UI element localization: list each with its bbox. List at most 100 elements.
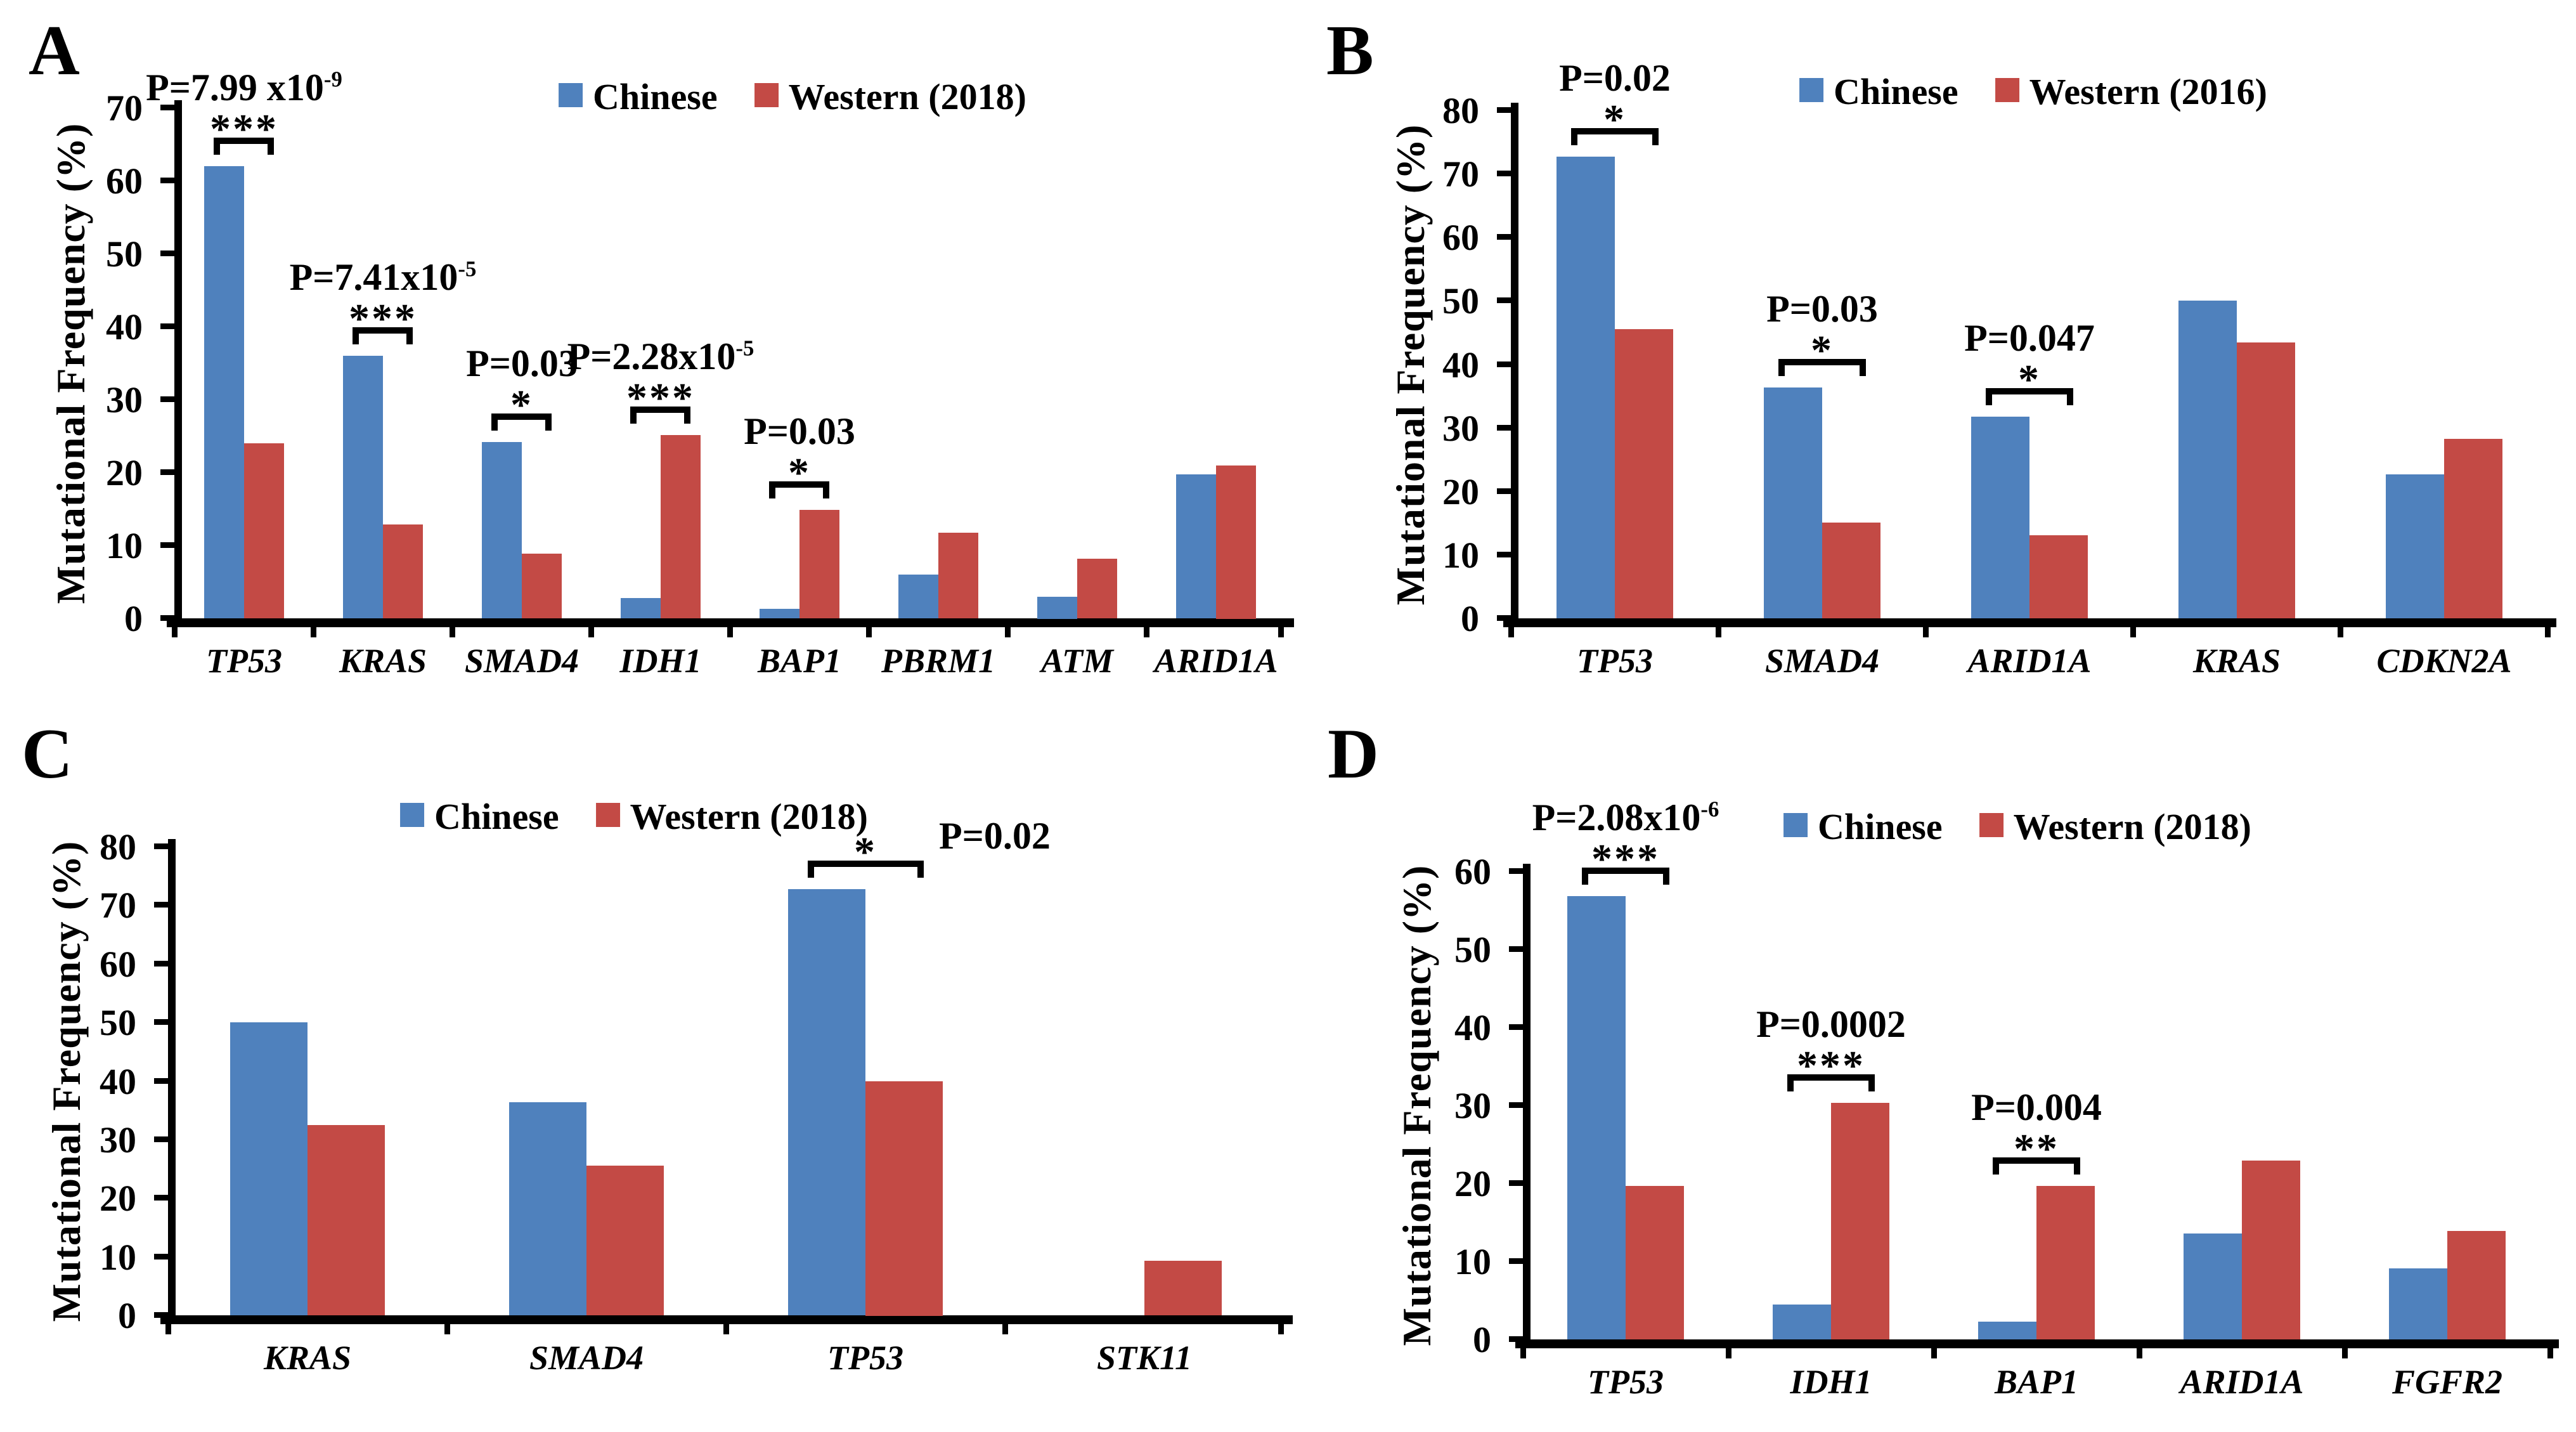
x-tick-mark — [2130, 627, 2136, 637]
legend-entry-chinese: Chinese — [559, 79, 718, 115]
x-category-label: STK11 — [1096, 1339, 1193, 1377]
p-value-label: P=2.28x10-5 — [375, 335, 946, 377]
bar-western-arid1a — [2242, 1161, 2300, 1339]
panel-letter: D — [1328, 715, 1379, 793]
bar-western-tp53 — [1615, 329, 1673, 618]
p-value-label: P=2.08x10-6 — [1340, 797, 1911, 838]
legend: Chinese Western (2018) — [1783, 809, 2251, 845]
p-value-label: P=0.047 — [1744, 317, 2315, 359]
p-value-base: P=2.08x10 — [1532, 797, 1701, 838]
significance-stars: * — [788, 450, 811, 496]
y-tick-mark — [160, 105, 174, 110]
p-value-base: P=7.99 x10 — [146, 67, 324, 108]
y-tick-mark — [154, 1195, 168, 1201]
bar-western-tp53 — [1626, 1186, 1684, 1339]
p-value-exponent: -5 — [458, 256, 477, 282]
y-axis — [1523, 864, 1531, 1339]
y-tick-mark — [160, 396, 174, 402]
bar-chinese-tp53 — [1557, 157, 1615, 618]
y-tick-label: 10 — [106, 525, 143, 566]
y-tick-label: 60 — [1442, 217, 1479, 258]
bar-western-stk11 — [1144, 1261, 1222, 1315]
x-tick-mark — [2342, 1348, 2348, 1358]
y-axis — [168, 839, 176, 1315]
x-tick-mark — [1716, 627, 1721, 637]
y-tick-mark — [1497, 552, 1511, 557]
x-category-label: BAP1 — [757, 642, 842, 680]
y-axis — [1511, 103, 1518, 618]
bar-chinese-idh1 — [621, 598, 661, 618]
x-category-label: ARID1A — [2180, 1363, 2304, 1401]
p-value-base: P=7.41x10 — [289, 256, 458, 298]
y-tick-mark — [1497, 171, 1511, 176]
x-category-label: SMAD4 — [464, 642, 579, 680]
x-tick-mark — [727, 627, 733, 637]
y-tick-mark — [154, 1254, 168, 1260]
x-category-label: KRAS — [2192, 642, 2281, 680]
y-tick-label: 0 — [1473, 1319, 1491, 1360]
legend-swatch-chinese — [559, 83, 583, 107]
significance-stars: * — [510, 382, 533, 428]
x-tick-mark — [588, 627, 594, 637]
bar-western-idh1 — [661, 435, 701, 618]
y-tick-label: 20 — [1454, 1163, 1491, 1204]
legend-label-western: Western (2018) — [2013, 806, 2251, 847]
y-tick-mark — [1509, 1102, 1523, 1108]
x-tick-mark — [1931, 1348, 1937, 1358]
y-axis — [174, 100, 182, 618]
bar-western-bap1 — [799, 510, 839, 618]
y-tick-label: 10 — [100, 1237, 136, 1278]
p-value-label: P=0.03 — [1537, 288, 2107, 330]
x-category-label: KRAS — [263, 1339, 352, 1377]
x-category-label: IDH1 — [1790, 1363, 1872, 1401]
y-tick-label: 60 — [100, 944, 136, 985]
x-tick-mark — [1923, 627, 1929, 637]
y-tick-label: 50 — [1454, 929, 1491, 970]
legend-label-chinese: Chinese — [1818, 806, 1943, 847]
p-value-label: P=0.03 — [236, 342, 807, 384]
legend-label-chinese: Chinese — [434, 796, 559, 837]
x-axis — [1515, 1339, 2559, 1348]
legend-swatch-western — [1979, 813, 2003, 837]
x-tick-mark — [311, 627, 316, 637]
significance-bracket — [1787, 1074, 1875, 1091]
bar-western-kras — [383, 524, 423, 618]
p-value-label: P=0.004 — [1751, 1086, 2322, 1128]
p-value-label: P=0.02 — [1330, 57, 1900, 99]
p-value-base: P=0.02 — [1559, 57, 1671, 99]
x-tick-mark — [2137, 1348, 2142, 1358]
bar-chinese-arid1a — [2184, 1233, 2242, 1339]
bar-western-idh1 — [1831, 1103, 1889, 1339]
x-tick-mark — [1278, 627, 1284, 637]
x-category-label: ATM — [1040, 642, 1114, 680]
bar-chinese-smad4 — [1764, 387, 1822, 618]
x-category-label: SMAD4 — [529, 1339, 644, 1377]
bar-chinese-tp53 — [788, 889, 865, 1315]
p-value-base: P=2.28x10 — [567, 335, 736, 377]
bar-western-arid1a — [2029, 535, 2088, 618]
bar-chinese-bap1 — [760, 609, 799, 618]
bar-western-atm — [1077, 559, 1117, 618]
y-tick-mark — [160, 615, 174, 621]
figure-panel-d: D Chinese Western (2018) Mutational Frequen… — [1288, 716, 2576, 1432]
y-tick-label: 30 — [106, 379, 143, 420]
legend-label-western: Western (2018) — [630, 796, 868, 837]
x-tick-mark — [444, 1324, 450, 1334]
y-tick-mark — [1509, 946, 1523, 952]
x-category-label: IDH1 — [619, 642, 702, 680]
bar-chinese-arid1a — [1176, 474, 1216, 618]
x-tick-mark — [1520, 1348, 1526, 1358]
y-tick-label: 20 — [106, 452, 143, 493]
x-category-label: PBRM1 — [881, 642, 996, 680]
y-tick-mark — [154, 1136, 168, 1142]
bar-western-bap1 — [2036, 1186, 2095, 1339]
y-tick-label: 20 — [100, 1178, 136, 1219]
bar-chinese-idh1 — [1773, 1305, 1831, 1339]
p-value-exponent: -5 — [735, 335, 754, 361]
x-tick-mark — [165, 1324, 171, 1334]
bar-chinese-tp53 — [204, 166, 244, 618]
x-category-label: BAP1 — [1994, 1363, 2079, 1401]
p-value-label: P=0.02 — [939, 815, 1051, 857]
y-tick-label: 40 — [100, 1061, 136, 1102]
y-tick-label: 0 — [124, 598, 143, 639]
